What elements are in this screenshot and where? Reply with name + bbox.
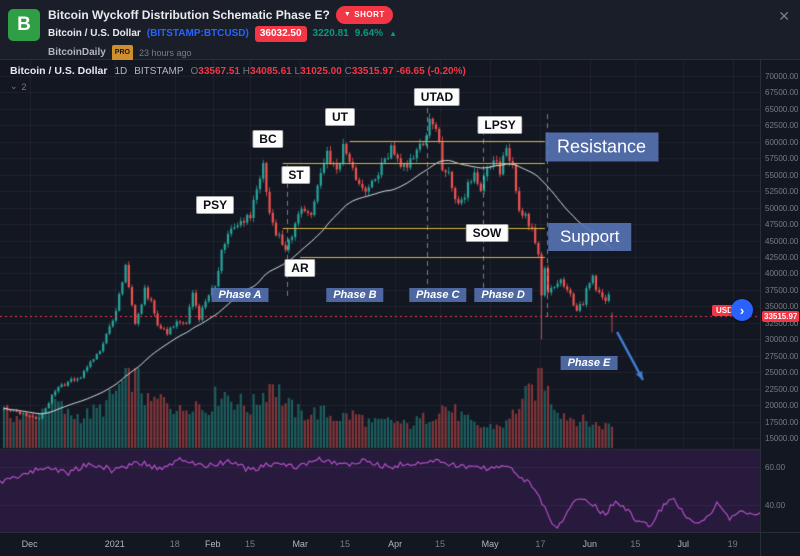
price-tick: 15000.00 [765, 434, 799, 443]
time-tick: Dec [21, 539, 38, 549]
phase-label-phase-a: Phase A [211, 287, 269, 302]
chart-overlay: PSY AR BC ST UT UTAD LPSY SOW Resistance Support P… [0, 60, 760, 532]
wyckoff-label-lpsy: LPSY [477, 116, 523, 134]
go-to-realtime-button[interactable]: › [731, 299, 753, 321]
price-tick: 65000.00 [765, 104, 799, 114]
indicator-count: 2 [21, 81, 27, 92]
change-readout: -66.65 (-0.20%) [396, 65, 466, 77]
time-tick: 18 [169, 539, 180, 549]
ohlc-values: O33567.51 H34085.61 L31025.00 C33515.97 … [190, 65, 466, 77]
wyckoff-label-sow: SOW [465, 223, 509, 242]
price-tick: 32500.00 [765, 318, 799, 328]
time-tick: 2021 [104, 539, 125, 549]
phase-label-phase-b: Phase B [326, 287, 384, 302]
price-tick: 55000.00 [765, 170, 799, 180]
price-tick: 70000.00 [765, 72, 799, 81]
direction-badge: ▼ SHORT [335, 6, 393, 24]
time-tick: Mar [292, 539, 308, 549]
time-axis[interactable]: Dec 2021 18 Feb 15 Mar 15 Apr 15 May 17 Jun 15 Jul 19 [0, 532, 760, 556]
price-tick: 25000.00 [765, 368, 799, 378]
close-value: 33515.97 [351, 65, 394, 77]
phase-label-phase-c: Phase C [409, 287, 467, 302]
last-price-tag: 33515.97 [762, 311, 800, 323]
change-percent: 9.64% [354, 28, 384, 39]
zone-label-support: Support [547, 222, 632, 251]
price-tick: 30000.00 [765, 335, 799, 345]
symbol-flag: USD [712, 305, 737, 316]
price-tick: 22500.00 [765, 384, 799, 394]
phase-label-phase-e: Phase E [560, 355, 618, 370]
wyckoff-label-psy: PSY [196, 195, 235, 214]
price-tick: 35000.00 [765, 302, 799, 312]
time-tick: May [481, 539, 499, 549]
price-tick: 67500.00 [765, 88, 799, 98]
time-tick: Feb [205, 539, 221, 549]
short-arrow-icon: ▼ [343, 11, 352, 18]
wyckoff-label-bc: BC [252, 130, 284, 148]
price-tick: 47500.00 [765, 220, 799, 230]
time-tick: 15 [630, 539, 641, 549]
wyckoff-label-utad: UTAD [413, 88, 461, 106]
author-logo[interactable]: B [8, 9, 40, 41]
price-tick: 37500.00 [765, 285, 799, 295]
time-tick: 17 [535, 539, 546, 549]
price-axis[interactable]: 70000.00 67500.00 65000.00 62500.00 60000.00… [760, 60, 800, 532]
zone-label-resistance: Resistance [545, 132, 659, 162]
change-value: 3220.81 [312, 28, 349, 39]
axis-corner [760, 532, 800, 556]
idea-title: Bitcoin Wyckoff Distribution Schematic P… [48, 8, 330, 22]
high-value: 34085.61 [250, 65, 292, 77]
price-tick: 20000.00 [765, 401, 799, 411]
price-tick: 45000.00 [765, 236, 799, 246]
time-tick: Jul [677, 539, 689, 549]
time-tick: 15 [245, 539, 256, 549]
price-tick: 57500.00 [765, 154, 799, 164]
symbol-ticker-link[interactable]: (BITSTAMP:BTCUSD) [146, 28, 249, 39]
change-up-icon: ▲ [389, 29, 397, 38]
idea-price-badge: 36032.50 [254, 26, 307, 42]
chevron-down-icon: ⌄ [10, 81, 18, 91]
header-text-block: Bitcoin Wyckoff Distribution Schematic P… [48, 6, 397, 61]
price-chart: Bitcoin / U.S. Dollar 1D BITSTAMP O33567… [0, 60, 800, 556]
price-tick: 40000.00 [765, 269, 799, 279]
time-tick: 15 [340, 539, 351, 549]
low-value: 31025.00 [300, 65, 342, 77]
close-icon[interactable]: ✕ [778, 8, 790, 24]
legend-symbol[interactable]: Bitcoin / U.S. Dollar [10, 65, 108, 77]
phase-label-phase-d: Phase D [474, 287, 532, 302]
price-tick: 50000.00 [765, 203, 799, 213]
price-tick: 42500.00 [765, 253, 799, 262]
time-tick: 15 [435, 539, 446, 549]
open-value: 33567.51 [198, 65, 240, 77]
indicator-tick: 60.00 [765, 463, 786, 472]
price-tick: 52500.00 [765, 187, 799, 197]
legend-interval[interactable]: 1D [114, 65, 128, 77]
posted-time: 23 hours ago [138, 48, 192, 58]
legend-exchange: BITSTAMP [134, 65, 184, 77]
time-tick: Jun [582, 539, 597, 549]
chart-legend[interactable]: Bitcoin / U.S. Dollar 1D BITSTAMP O33567… [10, 65, 466, 77]
price-tick: 62500.00 [765, 121, 799, 131]
price-tick: 60000.00 [765, 137, 799, 147]
symbol-name[interactable]: Bitcoin / U.S. Dollar [48, 28, 141, 39]
time-tick: Apr [388, 539, 403, 549]
indicator-legend-toggle[interactable]: ⌄ 2 [10, 81, 27, 92]
jump-right-icon: › [739, 302, 745, 318]
wyckoff-label-ut: UT [325, 107, 356, 126]
wyckoff-label-st: ST [281, 165, 311, 184]
idea-header: B Bitcoin Wyckoff Distribution Schematic… [0, 0, 800, 61]
price-tick: 17500.00 [765, 417, 799, 427]
price-tick: 27500.00 [765, 351, 799, 361]
time-tick: 19 [727, 539, 738, 549]
wyckoff-label-ar: AR [284, 258, 316, 277]
author-name[interactable]: BitcoinDaily [48, 47, 106, 58]
indicator-tick: 40.00 [765, 501, 786, 510]
pro-badge: PRO [111, 45, 133, 61]
